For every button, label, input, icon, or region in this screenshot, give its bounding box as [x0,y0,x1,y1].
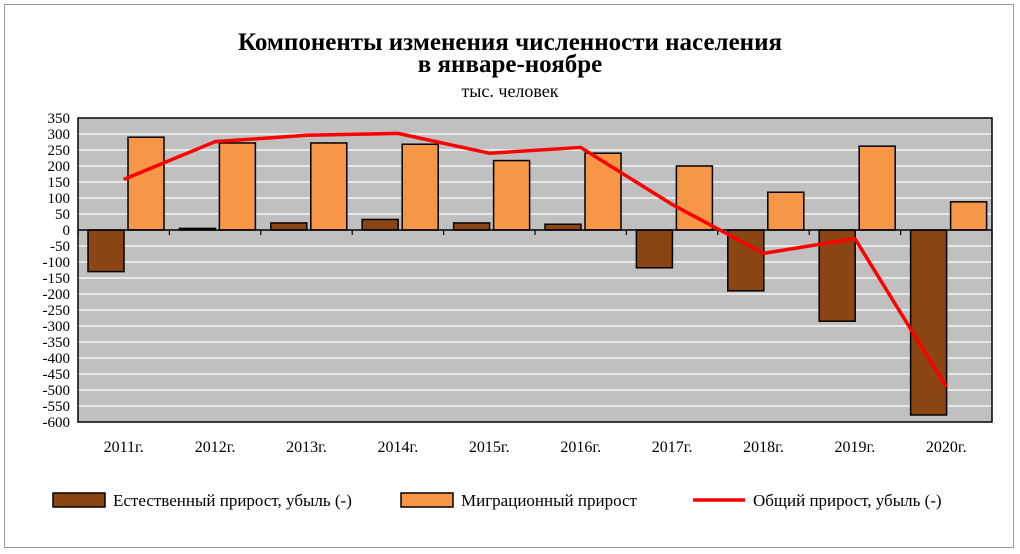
y-tick-label: -200 [43,287,71,303]
legend-label-natural: Естественный прирост, убыль (-) [113,491,352,510]
x-tick-label: 2019г. [835,439,876,456]
y-tick-label: 200 [48,159,71,175]
y-tick-label: -50 [50,239,70,255]
bar-migration [401,143,439,231]
y-tick-label: 150 [48,175,71,191]
chart-title-line2: в январе-ноябре [418,51,602,78]
legend-swatch-natural [52,492,106,508]
bar-migration [127,136,165,231]
bar-natural [270,222,308,231]
bar-natural [452,222,491,231]
x-tick-label: 2017г. [652,439,693,456]
bar-natural [635,229,674,269]
y-tick-label: -350 [43,335,71,351]
y-tick-label: -500 [43,383,71,399]
x-tick-label: 2020г. [926,439,967,456]
y-tick-label: 100 [48,191,71,207]
y-tick-label: 350 [48,111,71,127]
y-tick-label: 50 [55,207,70,223]
chart-subtitle: тыс. человек [461,81,558,101]
y-tick-label: -150 [43,271,71,287]
x-tick-label: 2012г. [195,439,236,456]
chart-title: Компоненты изменения численности населен… [238,29,782,56]
bar-natural [544,223,582,231]
legend-swatch-migration [400,492,454,508]
plot-border [77,117,993,423]
bar-migration [949,201,988,231]
chart-frame: Компоненты изменения численности населен… [4,4,1014,548]
bar-natural [361,218,399,231]
legend-label-total: Общий прирост, убыль (-) [753,491,942,510]
y-tick-label: -550 [43,399,71,415]
bar-migration [858,145,896,231]
x-tick-label: 2014г. [378,439,419,456]
y-tick-label: 250 [48,143,71,159]
bar-migration [584,152,622,231]
bar-migration [310,142,348,231]
x-tick-label: 2016г. [560,439,601,456]
x-tick-label: 2011г. [104,439,144,456]
y-tick-label: 0 [63,223,71,239]
y-tick-label: 300 [48,127,71,143]
legend: Естественный прирост, убыль (-) Миграцио… [52,491,942,510]
legend-label-migration: Миграционный прирост [461,491,638,510]
y-tick-label: -450 [43,367,71,383]
x-tick-label: 2013г. [286,439,327,456]
bar-natural [909,229,948,416]
y-tick-label: -250 [43,303,71,319]
x-tick-label: 2015г. [469,439,510,456]
plot-area: -600-550-500-450-400-350-300-250-200-150… [43,111,993,456]
chart: Компоненты изменения численности населен… [43,29,993,510]
y-tick-label: -600 [43,415,71,431]
bar-migration [767,191,805,231]
bar-migration [492,159,531,231]
bar-migration [675,165,714,231]
y-tick-label: -100 [43,255,71,271]
line-total [123,131,948,388]
bar-migration [218,142,257,231]
y-tick-label: -400 [43,351,71,367]
y-tick-label: -300 [43,319,71,335]
x-tick-label: 2018г. [743,439,784,456]
bar-natural [87,229,125,273]
bar-natural [727,229,765,292]
